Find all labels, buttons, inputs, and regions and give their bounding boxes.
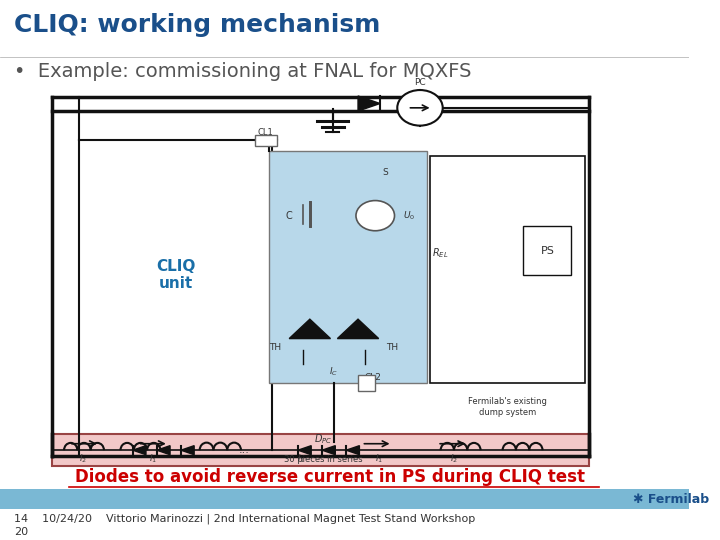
Text: ✱ Fermilab: ✱ Fermilab: [634, 493, 709, 506]
Text: PC: PC: [414, 78, 426, 87]
Polygon shape: [338, 319, 379, 339]
FancyBboxPatch shape: [255, 135, 276, 146]
Polygon shape: [298, 446, 311, 455]
Text: $I_2$: $I_2$: [78, 452, 86, 464]
FancyBboxPatch shape: [269, 151, 427, 383]
Text: C: C: [286, 211, 292, 221]
Polygon shape: [346, 446, 359, 455]
Text: TH: TH: [387, 343, 398, 352]
Text: $I_2$: $I_2$: [451, 452, 459, 464]
Text: TH: TH: [269, 343, 282, 352]
FancyBboxPatch shape: [431, 157, 585, 383]
Text: 14    10/24/20    Vittorio Marinozzi | 2nd International Magnet Test Stand Works: 14 10/24/20 Vittorio Marinozzi | 2nd Int…: [14, 513, 475, 524]
Text: •  Example: commissioning at FNAL for MQXFS: • Example: commissioning at FNAL for MQX…: [14, 62, 472, 81]
Text: CL1: CL1: [258, 127, 274, 137]
FancyBboxPatch shape: [0, 489, 688, 510]
Text: $I_1$: $I_1$: [149, 452, 157, 464]
Text: −: −: [372, 205, 379, 215]
Polygon shape: [132, 446, 146, 455]
Circle shape: [397, 90, 443, 126]
Polygon shape: [157, 446, 170, 455]
Text: $U_0$: $U_0$: [402, 210, 415, 222]
Text: 20: 20: [14, 527, 28, 537]
Circle shape: [356, 200, 395, 231]
Text: 30 pieces in series: 30 pieces in series: [284, 455, 363, 464]
FancyBboxPatch shape: [52, 434, 589, 467]
Text: CLIQ: working mechanism: CLIQ: working mechanism: [14, 14, 380, 37]
Polygon shape: [289, 319, 330, 339]
Text: PS: PS: [541, 246, 554, 256]
Text: $R_{EL}$: $R_{EL}$: [433, 246, 449, 260]
Text: $D_{PC}$: $D_{PC}$: [315, 433, 333, 446]
Text: S: S: [383, 168, 389, 177]
Polygon shape: [322, 446, 336, 455]
Text: $I_1$: $I_1$: [374, 452, 383, 464]
FancyBboxPatch shape: [523, 226, 572, 275]
Text: CL2: CL2: [365, 373, 382, 382]
Text: +: +: [372, 214, 379, 225]
Text: Fermilab's existing
dump system: Fermilab's existing dump system: [468, 397, 547, 417]
Text: Diodes to avoid reverse current in PS during CLIQ test: Diodes to avoid reverse current in PS du…: [76, 468, 585, 486]
Text: ...: ...: [239, 445, 250, 455]
FancyBboxPatch shape: [358, 375, 375, 391]
Polygon shape: [358, 96, 380, 111]
Text: $I_C$: $I_C$: [329, 366, 338, 378]
Text: $I_1$: $I_1$: [297, 452, 305, 464]
Polygon shape: [181, 446, 194, 455]
Text: CLIQ
unit: CLIQ unit: [156, 259, 195, 291]
